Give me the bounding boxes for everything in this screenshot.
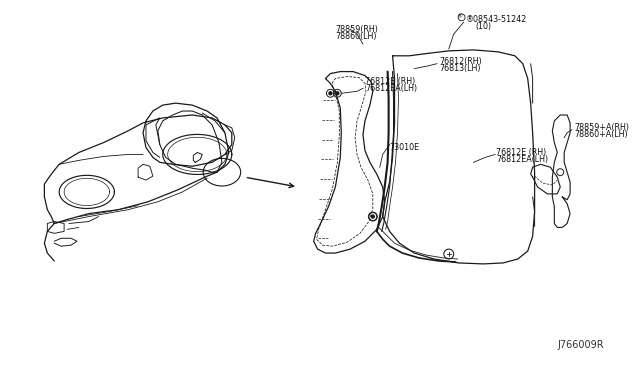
Text: 78859+A(RH): 78859+A(RH) [574,123,629,132]
Text: (10): (10) [476,22,492,31]
Text: 76813(LH): 76813(LH) [439,64,481,73]
Circle shape [336,92,339,95]
Text: ®: ® [456,15,463,20]
Text: 76812E (RH): 76812E (RH) [365,77,415,86]
Text: 76812E (RH): 76812E (RH) [496,148,547,157]
Text: 76812(RH): 76812(RH) [439,57,482,66]
Text: J766009R: J766009R [557,340,604,350]
Circle shape [371,215,374,218]
Text: 78859(RH): 78859(RH) [335,25,378,34]
Text: 78860+A(LH): 78860+A(LH) [574,130,628,139]
Text: 73010E: 73010E [390,143,420,152]
Text: 76812EA(LH): 76812EA(LH) [496,155,548,164]
Text: 76812EA(LH): 76812EA(LH) [365,84,417,93]
Text: 78860(LH): 78860(LH) [335,32,377,41]
Circle shape [329,92,332,95]
Text: ®08543-51242: ®08543-51242 [465,15,527,24]
